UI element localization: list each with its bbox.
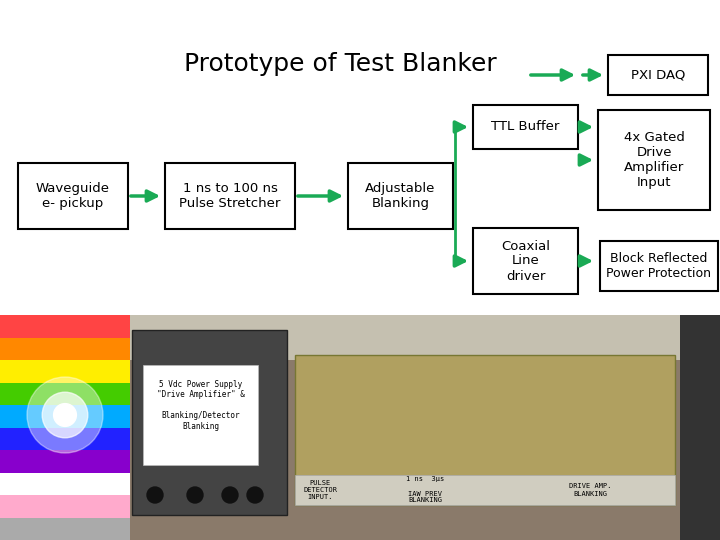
Circle shape: [53, 403, 76, 427]
Text: 5 Vdc Power Supply
"Drive Amplifier" &

Blanking/Detector
Blanking: 5 Vdc Power Supply "Drive Amplifier" & B…: [156, 380, 244, 430]
Text: TTL Buffer: TTL Buffer: [491, 120, 559, 133]
Circle shape: [187, 487, 203, 503]
Text: Prototype of Test Blanker: Prototype of Test Blanker: [184, 52, 496, 76]
Circle shape: [147, 487, 163, 503]
Bar: [680, 315, 720, 540]
Text: Coaxial
Line
driver: Coaxial Line driver: [501, 240, 550, 282]
Bar: [295, 475, 675, 505]
Bar: [0, 517, 130, 540]
Circle shape: [42, 392, 88, 438]
Text: PULSE
DETECTOR
INPUT.: PULSE DETECTOR INPUT.: [303, 480, 337, 500]
Bar: [608, 55, 708, 95]
Bar: [0, 450, 130, 474]
Bar: [0, 428, 130, 451]
Bar: [473, 228, 578, 294]
Bar: [130, 315, 720, 540]
Bar: [0, 382, 130, 406]
Bar: [0, 472, 130, 496]
Bar: [598, 110, 710, 210]
Text: 1 ns to 100 ns
Pulse Stretcher: 1 ns to 100 ns Pulse Stretcher: [179, 182, 281, 210]
Circle shape: [222, 487, 238, 503]
Bar: [132, 330, 287, 515]
Bar: [473, 105, 578, 149]
Bar: [0, 360, 130, 383]
Bar: [0, 405, 130, 429]
Circle shape: [27, 377, 103, 453]
Circle shape: [247, 487, 263, 503]
Text: 4x Gated
Drive
Amplifier
Input: 4x Gated Drive Amplifier Input: [624, 131, 685, 189]
Text: Waveguide
e- pickup: Waveguide e- pickup: [36, 182, 110, 210]
Text: PXI DAQ: PXI DAQ: [631, 69, 685, 82]
Bar: [0, 338, 130, 361]
Bar: [130, 315, 720, 360]
Bar: [0, 495, 130, 518]
Text: 1 ns  3μs

IAW PREV
BLANKING: 1 ns 3μs IAW PREV BLANKING: [406, 476, 444, 503]
Bar: [165, 163, 295, 229]
Text: Block Reflected
Power Protection: Block Reflected Power Protection: [606, 252, 711, 280]
Bar: [295, 355, 675, 505]
Bar: [348, 163, 453, 229]
Bar: [143, 365, 258, 465]
Text: Adjustable
Blanking: Adjustable Blanking: [365, 182, 436, 210]
Text: DRIVE AMP.
BLANKING: DRIVE AMP. BLANKING: [569, 483, 611, 496]
Bar: [0, 315, 130, 339]
Bar: [18, 163, 128, 229]
Bar: [600, 241, 718, 291]
